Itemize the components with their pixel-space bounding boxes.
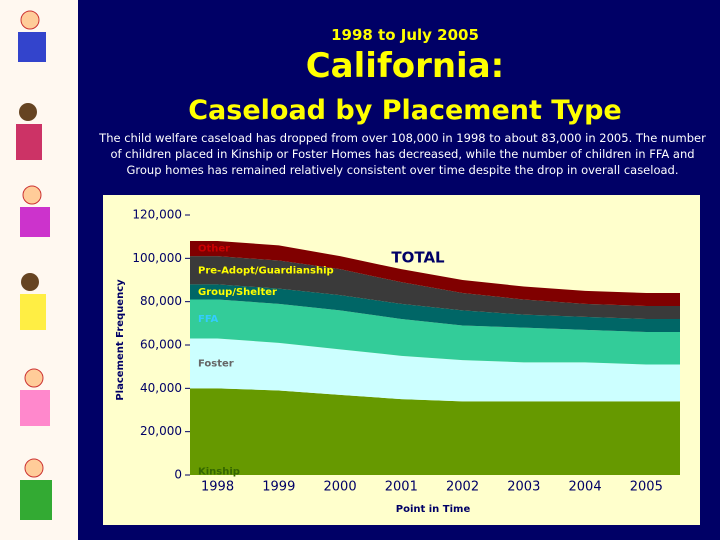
- series-label: Kinship: [198, 467, 240, 478]
- series-label: Pre-Adopt/Guardianship: [198, 265, 334, 276]
- x-tick-label: 1999: [262, 480, 295, 495]
- x-axis-label: Point in Time: [396, 504, 471, 515]
- y-tick-label: 120,000: [132, 208, 182, 222]
- heading: Caseload by Placement Type: [188, 95, 622, 126]
- y-tick-label: 80,000: [140, 294, 182, 308]
- x-tick-label: 2002: [446, 480, 479, 495]
- area: [190, 256, 680, 319]
- x-tick-label: 2001: [385, 480, 418, 495]
- area: [190, 388, 680, 475]
- kids-drawings: [16, 10, 52, 520]
- area: [190, 338, 680, 402]
- y-tick-label: 20,000: [140, 424, 182, 438]
- description: The child welfare caseload has dropped f…: [99, 131, 706, 177]
- y-tick-label: 40,000: [140, 381, 182, 395]
- x-tick-label: 1998: [201, 480, 234, 495]
- area: [190, 299, 680, 365]
- decoration-strip: [0, 0, 78, 540]
- series-label: FFA: [198, 314, 219, 325]
- series-label: Foster: [198, 358, 234, 369]
- y-tick-label: 100,000: [132, 251, 182, 265]
- area: [190, 241, 680, 306]
- title: California:: [305, 46, 505, 86]
- x-tick-label: 2004: [569, 480, 602, 495]
- x-tick-label: 2000: [324, 480, 357, 495]
- subtitle: 1998 to July 2005: [331, 26, 479, 44]
- y-axis-label: Placement Frequency: [115, 279, 126, 401]
- area: [190, 284, 680, 332]
- total-annotation: TOTAL: [391, 249, 445, 267]
- x-tick-label: 2003: [507, 480, 540, 495]
- series-label: Group/Shelter: [198, 287, 277, 298]
- x-tick-label: 2005: [630, 480, 663, 495]
- y-tick-label: 0: [174, 468, 182, 482]
- y-tick-label: 60,000: [140, 338, 182, 352]
- series-label: Other: [198, 244, 230, 255]
